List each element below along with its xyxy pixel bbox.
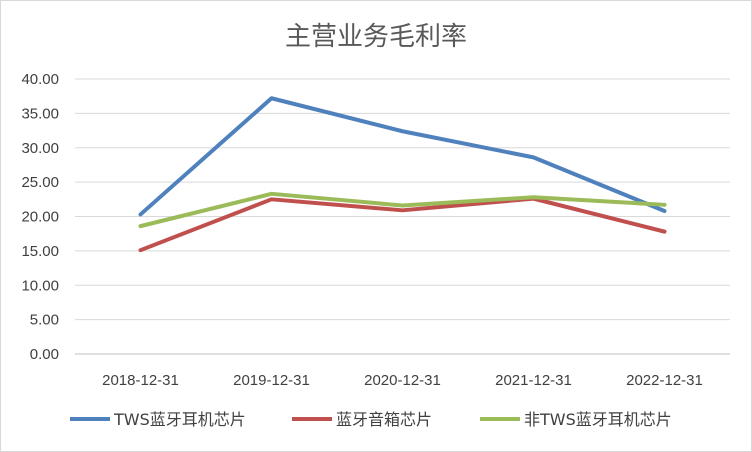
legend-label: 非TWS蓝牙耳机芯片 <box>524 410 672 429</box>
y-tick-label: 0.00 <box>30 346 59 363</box>
legend-label: 蓝牙音箱芯片 <box>336 410 432 429</box>
x-tick-label: 2019-12-31 <box>233 372 310 389</box>
y-tick-label: 30.00 <box>21 140 59 157</box>
chart-title: 主营业务毛利率 <box>285 22 467 52</box>
x-axis-ticks: 2018-12-31 2019-12-31 2020-12-31 2021-12-31… <box>102 372 703 389</box>
y-axis-ticks: 0.00 5.00 10.00 15.00 20.00 25.00 30.00 35.00 40… <box>21 71 59 363</box>
x-tick-label: 2022-12-31 <box>626 372 703 389</box>
legend: TWS蓝牙耳机芯片 蓝牙音箱芯片 非TWS蓝牙耳机芯片 <box>70 410 672 429</box>
y-tick-label: 5.00 <box>30 312 59 329</box>
y-tick-label: 35.00 <box>21 105 59 122</box>
y-tick-label: 40.00 <box>21 71 59 88</box>
x-tick-label: 2018-12-31 <box>102 372 179 389</box>
legend-label: TWS蓝牙耳机芯片 <box>113 410 246 429</box>
x-tick-label: 2021-12-31 <box>495 372 572 389</box>
y-tick-label: 15.00 <box>21 243 59 260</box>
gridlines <box>75 78 730 355</box>
y-tick-label: 20.00 <box>21 209 59 226</box>
series-lines <box>138 96 667 253</box>
series-line <box>138 96 667 217</box>
y-tick-label: 25.00 <box>21 174 59 191</box>
y-tick-label: 10.00 <box>21 277 59 294</box>
x-tick-label: 2020-12-31 <box>364 372 441 389</box>
